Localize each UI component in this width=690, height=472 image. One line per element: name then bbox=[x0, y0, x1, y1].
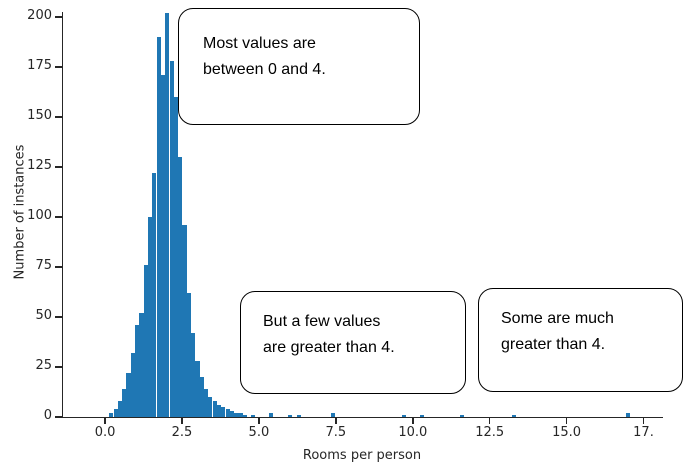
histogram-bar bbox=[122, 389, 127, 417]
x-tick-label: 17. bbox=[633, 425, 654, 440]
histogram-bar bbox=[117, 401, 123, 417]
histogram-bar bbox=[113, 409, 118, 417]
x-tick-mark bbox=[412, 417, 414, 424]
y-tick-mark bbox=[55, 16, 62, 18]
histogram-bar bbox=[401, 415, 406, 417]
x-tick-label: 0.0 bbox=[94, 425, 116, 440]
y-tick-mark bbox=[55, 166, 62, 168]
y-tick-label: 0 bbox=[43, 408, 52, 423]
x-tick-label: 12.5 bbox=[475, 425, 505, 440]
histogram-bar bbox=[208, 397, 213, 417]
histogram-bar bbox=[296, 415, 302, 417]
y-tick-mark bbox=[55, 366, 62, 368]
histogram-bar bbox=[186, 293, 191, 417]
histogram-bar bbox=[287, 415, 292, 417]
histogram-bar bbox=[195, 361, 200, 417]
y-tick-label: 200 bbox=[27, 8, 52, 23]
histogram-bar bbox=[199, 377, 204, 417]
histogram-bar bbox=[173, 97, 179, 417]
histogram-bar bbox=[459, 415, 465, 417]
histogram-bar bbox=[221, 407, 226, 417]
histogram-bar bbox=[169, 61, 174, 417]
histogram-bar bbox=[626, 413, 631, 417]
histogram-bar bbox=[165, 13, 170, 417]
histogram-bar bbox=[234, 413, 239, 417]
histogram-bar bbox=[419, 415, 425, 417]
histogram-bar bbox=[330, 413, 335, 417]
x-tick-mark bbox=[335, 417, 337, 424]
y-tick-label: 150 bbox=[27, 108, 52, 123]
x-tick-mark bbox=[565, 417, 568, 424]
y-tick-label: 50 bbox=[35, 308, 52, 323]
annotation-most-values: Most values are between 0 and 4. bbox=[178, 8, 420, 125]
x-tick-label: 2.5 bbox=[171, 425, 193, 440]
histogram-bar bbox=[238, 413, 243, 417]
y-tick-label: 25 bbox=[35, 358, 52, 373]
histogram-bar bbox=[143, 265, 148, 417]
histogram-bar bbox=[203, 389, 209, 417]
histogram-bar bbox=[109, 413, 114, 417]
histogram-bar bbox=[191, 333, 196, 417]
histogram-bar bbox=[250, 415, 255, 417]
x-tick-mark bbox=[642, 417, 645, 424]
x-tick-label: 5.0 bbox=[248, 425, 270, 440]
histogram-bar bbox=[269, 413, 274, 417]
y-tick-mark bbox=[55, 266, 62, 268]
y-tick-mark bbox=[55, 416, 62, 418]
histogram-bar bbox=[512, 415, 517, 417]
histogram-bar bbox=[212, 401, 217, 417]
y-tick-label: 125 bbox=[27, 158, 52, 173]
x-tick-label: 15.0 bbox=[552, 425, 582, 440]
annotation-few-values-text: But a few values are greater than 4. bbox=[263, 313, 395, 356]
histogram-bar bbox=[126, 373, 131, 417]
y-tick-mark bbox=[55, 216, 62, 218]
x-tick-mark bbox=[258, 417, 260, 424]
x-tick-label: 10.0 bbox=[398, 425, 428, 440]
histogram-bar bbox=[178, 157, 183, 417]
y-tick-mark bbox=[55, 316, 62, 318]
histogram-bar bbox=[135, 325, 140, 417]
histogram-bar bbox=[182, 225, 187, 417]
x-tick-mark bbox=[488, 417, 491, 424]
histogram-bar bbox=[160, 75, 166, 417]
annotation-few-values: But a few values are greater than 4. bbox=[240, 291, 466, 394]
annotation-much-greater: Some are much greater than 4. bbox=[478, 288, 683, 392]
y-tick-label: 100 bbox=[27, 208, 52, 223]
y-tick-mark bbox=[55, 66, 62, 68]
histogram-bar bbox=[242, 415, 247, 417]
plot-area bbox=[62, 12, 663, 418]
x-tick-mark bbox=[181, 417, 183, 424]
histogram-bar bbox=[156, 37, 161, 417]
histogram-bar bbox=[225, 409, 230, 417]
histogram-bar bbox=[152, 173, 157, 417]
histogram-bar bbox=[139, 313, 144, 417]
histogram-bar bbox=[216, 405, 222, 417]
y-tick-mark bbox=[55, 116, 62, 118]
histogram-bar bbox=[229, 411, 235, 417]
y-tick-label: 175 bbox=[27, 58, 52, 73]
y-tick-label: 75 bbox=[35, 258, 52, 273]
annotation-most-values-text: Most values are between 0 and 4. bbox=[203, 35, 326, 78]
histogram-bar bbox=[147, 217, 153, 417]
x-tick-label: 7.5 bbox=[325, 425, 347, 440]
x-tick-mark bbox=[104, 417, 106, 424]
histogram-bar bbox=[130, 353, 135, 417]
x-axis-label: Rooms per person bbox=[302, 448, 422, 463]
annotation-much-greater-text: Some are much greater than 4. bbox=[501, 310, 614, 353]
